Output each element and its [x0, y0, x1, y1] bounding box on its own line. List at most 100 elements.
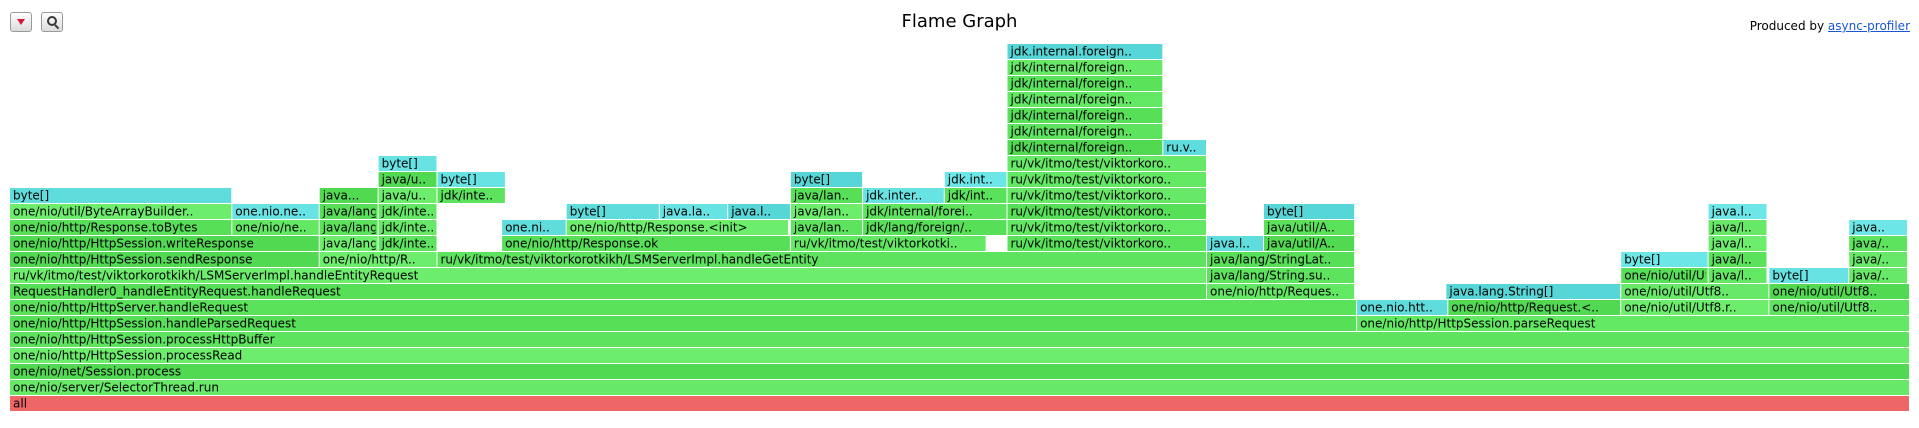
flame-frame[interactable]: byte[] — [566, 204, 659, 219]
flame-frame[interactable]: java/l.. — [1708, 268, 1767, 283]
flame-frame[interactable]: java/lang/Stri.. — [319, 204, 410, 219]
flame-frame[interactable]: java/.. — [1849, 236, 1908, 251]
flame-frame-bar[interactable] — [1163, 140, 1206, 155]
flame-frame-bar[interactable] — [10, 188, 232, 203]
flame-frame-bar[interactable] — [319, 188, 378, 203]
flame-frame[interactable]: java/u.. — [378, 188, 437, 203]
flame-frame-bar[interactable] — [1708, 236, 1767, 251]
flame-frame[interactable]: java/l.. — [1708, 220, 1767, 235]
flame-frame[interactable]: ru/vk/itmo/test/viktorkotki.. — [790, 236, 986, 251]
flame-frame[interactable]: java/lang/Stri.. — [319, 220, 410, 235]
flame-frame-bar[interactable] — [1264, 220, 1355, 235]
flame-frame-bar[interactable] — [566, 204, 659, 219]
flame-frame[interactable]: jdk/internal/foreign.. — [1007, 140, 1163, 155]
flame-frame[interactable]: jdk/inte.. — [378, 236, 437, 251]
flame-frame[interactable]: java.. — [1849, 220, 1908, 235]
flame-frame-bar[interactable] — [790, 204, 863, 219]
flame-frame[interactable]: jdk/inte.. — [437, 188, 505, 203]
flame-frame-bar[interactable] — [319, 204, 378, 219]
flame-frame-bar[interactable] — [1007, 124, 1163, 139]
flame-frame[interactable]: jdk/internal/foreign.. — [1007, 76, 1163, 91]
flame-frame-bar[interactable] — [10, 396, 1909, 411]
flame-frame[interactable]: ru/vk/itmo/test/viktorkorotkikh/LSMServe… — [437, 252, 1207, 267]
flame-frame-bar[interactable] — [728, 204, 790, 219]
flame-frame[interactable]: java... — [319, 188, 378, 203]
flame-frame[interactable]: one/nio/util/Utf8.t.. — [1621, 268, 1737, 283]
flame-frame-bar[interactable] — [10, 348, 1909, 363]
flame-frame-bar[interactable] — [10, 300, 1357, 315]
flame-frame-bar[interactable] — [790, 236, 986, 251]
flame-frame[interactable]: jdk/internal/forei.. — [863, 204, 1007, 219]
flame-frame-bar[interactable] — [1708, 252, 1767, 267]
flame-frame[interactable]: one/nio/http/HttpSession.processHttpBuff… — [10, 332, 1909, 347]
flame-frame[interactable]: jdk.inter.. — [863, 188, 944, 203]
flame-frame[interactable]: one.nio.htt.. — [1357, 300, 1448, 315]
flame-frame-bar[interactable] — [1007, 220, 1207, 235]
flame-frame[interactable]: byte[] — [1769, 268, 1849, 283]
flame-frame[interactable]: RequestHandler0_handleEntityRequest.hand… — [10, 284, 1206, 299]
flame-frame-bar[interactable] — [10, 364, 1909, 379]
flame-frame-bar[interactable] — [1621, 252, 1708, 267]
flame-frame[interactable]: java.lang.String[] — [1446, 284, 1621, 299]
flame-frame[interactable]: jdk/inte.. — [378, 204, 437, 219]
flame-frame[interactable]: jdk/int.. — [944, 188, 1007, 203]
flame-frame[interactable]: all — [10, 396, 1909, 411]
flame-frame[interactable]: one/nio/http/HttpSession.writeResponse — [10, 236, 319, 251]
flame-frame-bar[interactable] — [1849, 252, 1908, 267]
flame-frame-bar[interactable] — [1007, 236, 1207, 251]
flame-frame-bar[interactable] — [1007, 76, 1163, 91]
flame-frame-bar[interactable] — [378, 172, 437, 187]
flame-frame[interactable]: byte[] — [1621, 252, 1708, 267]
flame-frame-bar[interactable] — [10, 204, 232, 219]
flame-frame[interactable]: java/lan.. — [790, 204, 863, 219]
flame-frame[interactable]: one/nio/util/Utf8.. — [1769, 284, 1909, 299]
flame-frame-bar[interactable] — [502, 236, 790, 251]
flame-frame[interactable]: java/lang/String.su.. — [1207, 268, 1355, 283]
flame-frame-bar[interactable] — [1007, 60, 1163, 75]
flame-frame-bar[interactable] — [944, 172, 1007, 187]
flame-frame-bar[interactable] — [1621, 268, 1708, 283]
flame-frame[interactable]: java/u.. — [378, 172, 437, 187]
flame-frame-bar[interactable] — [1446, 284, 1621, 299]
flame-frame[interactable]: ru/vk/itmo/test/viktorkoro.. — [1007, 236, 1207, 251]
flame-frame[interactable]: java.l.. — [728, 204, 790, 219]
flame-frame-bar[interactable] — [659, 204, 728, 219]
flame-frame-bar[interactable] — [1849, 236, 1908, 251]
flame-frame[interactable]: one/nio/util/ByteArrayBuilder.. — [10, 204, 232, 219]
flame-frame[interactable]: java/util/A.. — [1264, 236, 1355, 251]
flame-frame-bar[interactable] — [1621, 300, 1769, 315]
flame-frame-bar[interactable] — [1621, 284, 1769, 299]
flame-frame-bar[interactable] — [1708, 204, 1767, 219]
flame-frame-bar[interactable] — [1264, 236, 1355, 251]
flame-frame[interactable]: jdk/internal/foreign.. — [1007, 108, 1163, 123]
search-button[interactable] — [41, 12, 63, 32]
flame-frame-bar[interactable] — [1007, 188, 1207, 203]
flame-frame[interactable]: java.l.. — [1207, 236, 1263, 251]
flame-frame-bar[interactable] — [1007, 108, 1163, 123]
flame-frame-bar[interactable] — [232, 220, 319, 235]
flame-frame-bar[interactable] — [1007, 172, 1207, 187]
flame-frame[interactable]: one/nio/util/Utf8.. — [1621, 284, 1769, 299]
flame-frame[interactable]: jdk/internal/foreign.. — [1007, 92, 1163, 107]
flame-frame-bar[interactable] — [1207, 252, 1355, 267]
flame-frame-bar[interactable] — [1849, 220, 1908, 235]
flame-frame[interactable]: one/nio/server/SelectorThread.run — [10, 380, 1909, 395]
flame-frame-bar[interactable] — [1708, 220, 1767, 235]
flame-frame[interactable]: java/l.. — [1708, 236, 1767, 251]
flame-frame[interactable]: java/.. — [1849, 268, 1908, 283]
flame-frame-bar[interactable] — [1769, 300, 1909, 315]
flame-frame[interactable]: java/util/A.. — [1264, 220, 1355, 235]
flame-frame[interactable]: one.nio.ne.. — [232, 204, 319, 219]
flame-frame-bar[interactable] — [10, 268, 1206, 283]
flame-frame-bar[interactable] — [378, 156, 437, 171]
flame-frame-bar[interactable] — [378, 220, 437, 235]
flame-frame-bar[interactable] — [10, 332, 1909, 347]
flame-frame-bar[interactable] — [566, 220, 788, 235]
flame-frame[interactable]: one/nio/http/Response.ok — [502, 236, 790, 251]
flame-frame[interactable]: java/lang/StringLat.. — [1207, 252, 1355, 267]
flame-frame[interactable]: jdk/internal/foreign.. — [1007, 124, 1163, 139]
flame-frame[interactable]: byte[] — [10, 188, 232, 203]
flame-frame-bar[interactable] — [1264, 204, 1355, 219]
reverse-toggle-button[interactable] — [10, 12, 32, 32]
flame-frame-bar[interactable] — [863, 188, 944, 203]
